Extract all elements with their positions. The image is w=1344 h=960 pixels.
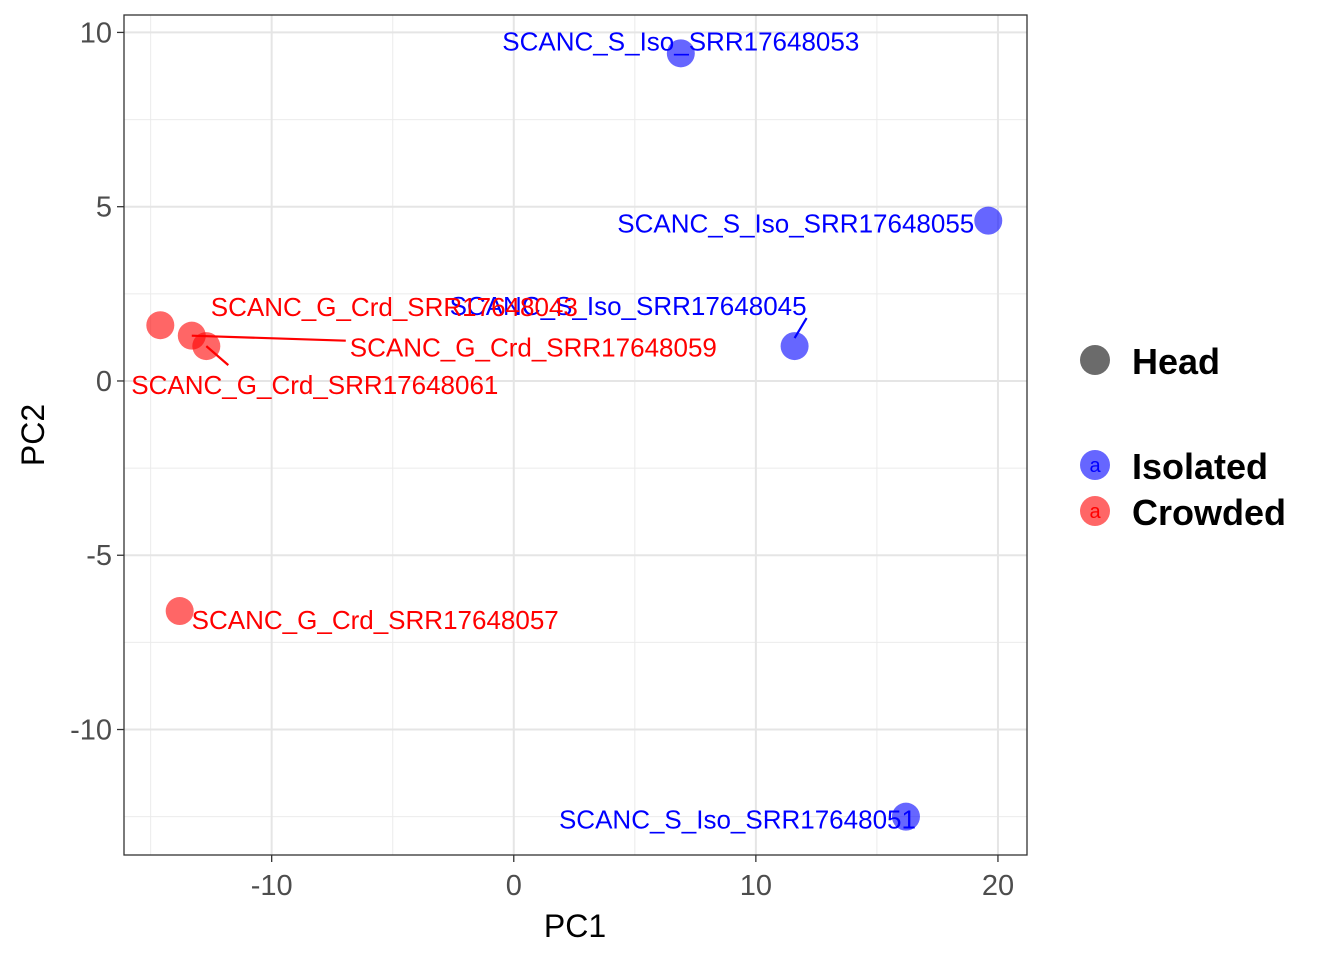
- legend-color-key-crowded: a: [1080, 496, 1110, 526]
- y-tick-label: -5: [86, 540, 112, 572]
- legend-key-letter-isolated: a: [1089, 455, 1101, 477]
- point-labels: SCANC_S_Iso_SRR17648053 SCANC_S_Iso_SRR17…: [131, 26, 974, 834]
- grid-minor: [124, 15, 1027, 855]
- x-tick-label: 20: [982, 870, 1014, 902]
- label-connector: [191, 334, 346, 342]
- point-label: SCANC_G_Crd_SRR17648057: [192, 605, 559, 635]
- data-point: [666, 39, 695, 68]
- y-tick-label: 10: [80, 17, 112, 49]
- data-point: [974, 206, 1003, 235]
- legend: Head a Isolated a Crowded: [1080, 341, 1286, 533]
- data-points: [146, 39, 1003, 831]
- data-point: [165, 597, 194, 626]
- y-tick-label: 0: [96, 366, 112, 398]
- x-axis-title: PC1: [544, 908, 606, 944]
- y-axis-ticks: -10 -5 0 5 10: [70, 17, 124, 747]
- point-label: SCANC_G_Crd_SRR17648061: [131, 370, 498, 400]
- legend-color-label-crowded: Crowded: [1132, 492, 1286, 533]
- point-label: SCANC_S_Iso_SRR17648045: [450, 291, 807, 321]
- legend-color-label-isolated: Isolated: [1132, 446, 1268, 487]
- legend-color-key-isolated: a: [1080, 450, 1110, 480]
- y-tick-label: 5: [96, 192, 112, 224]
- point-label: SCANC_G_Crd_SRR17648059: [350, 333, 717, 363]
- data-point: [146, 311, 175, 340]
- legend-shape-label: Head: [1132, 341, 1220, 382]
- legend-key-letter-crowded: a: [1089, 501, 1101, 523]
- x-axis-ticks: -10 0 10 20: [251, 855, 1014, 902]
- x-tick-label: -10: [251, 870, 293, 902]
- point-label: SCANC_S_Iso_SRR17648053: [502, 26, 859, 56]
- legend-shape-key: [1080, 345, 1110, 375]
- data-point: [192, 332, 221, 361]
- grid-major: [124, 15, 1027, 855]
- data-point: [891, 802, 920, 831]
- data-point: [780, 332, 809, 361]
- y-axis-title: PC2: [15, 404, 51, 466]
- point-label: SCANC_S_Iso_SRR17648051: [559, 805, 916, 835]
- y-tick-label: -10: [70, 715, 112, 747]
- x-tick-label: 10: [740, 870, 772, 902]
- point-label: SCANC_S_Iso_SRR17648055: [617, 209, 974, 239]
- x-tick-label: 0: [506, 870, 522, 902]
- point-label: SCANC_G_Crd_SRR17648043: [211, 292, 578, 322]
- panel-border: [123, 14, 1028, 856]
